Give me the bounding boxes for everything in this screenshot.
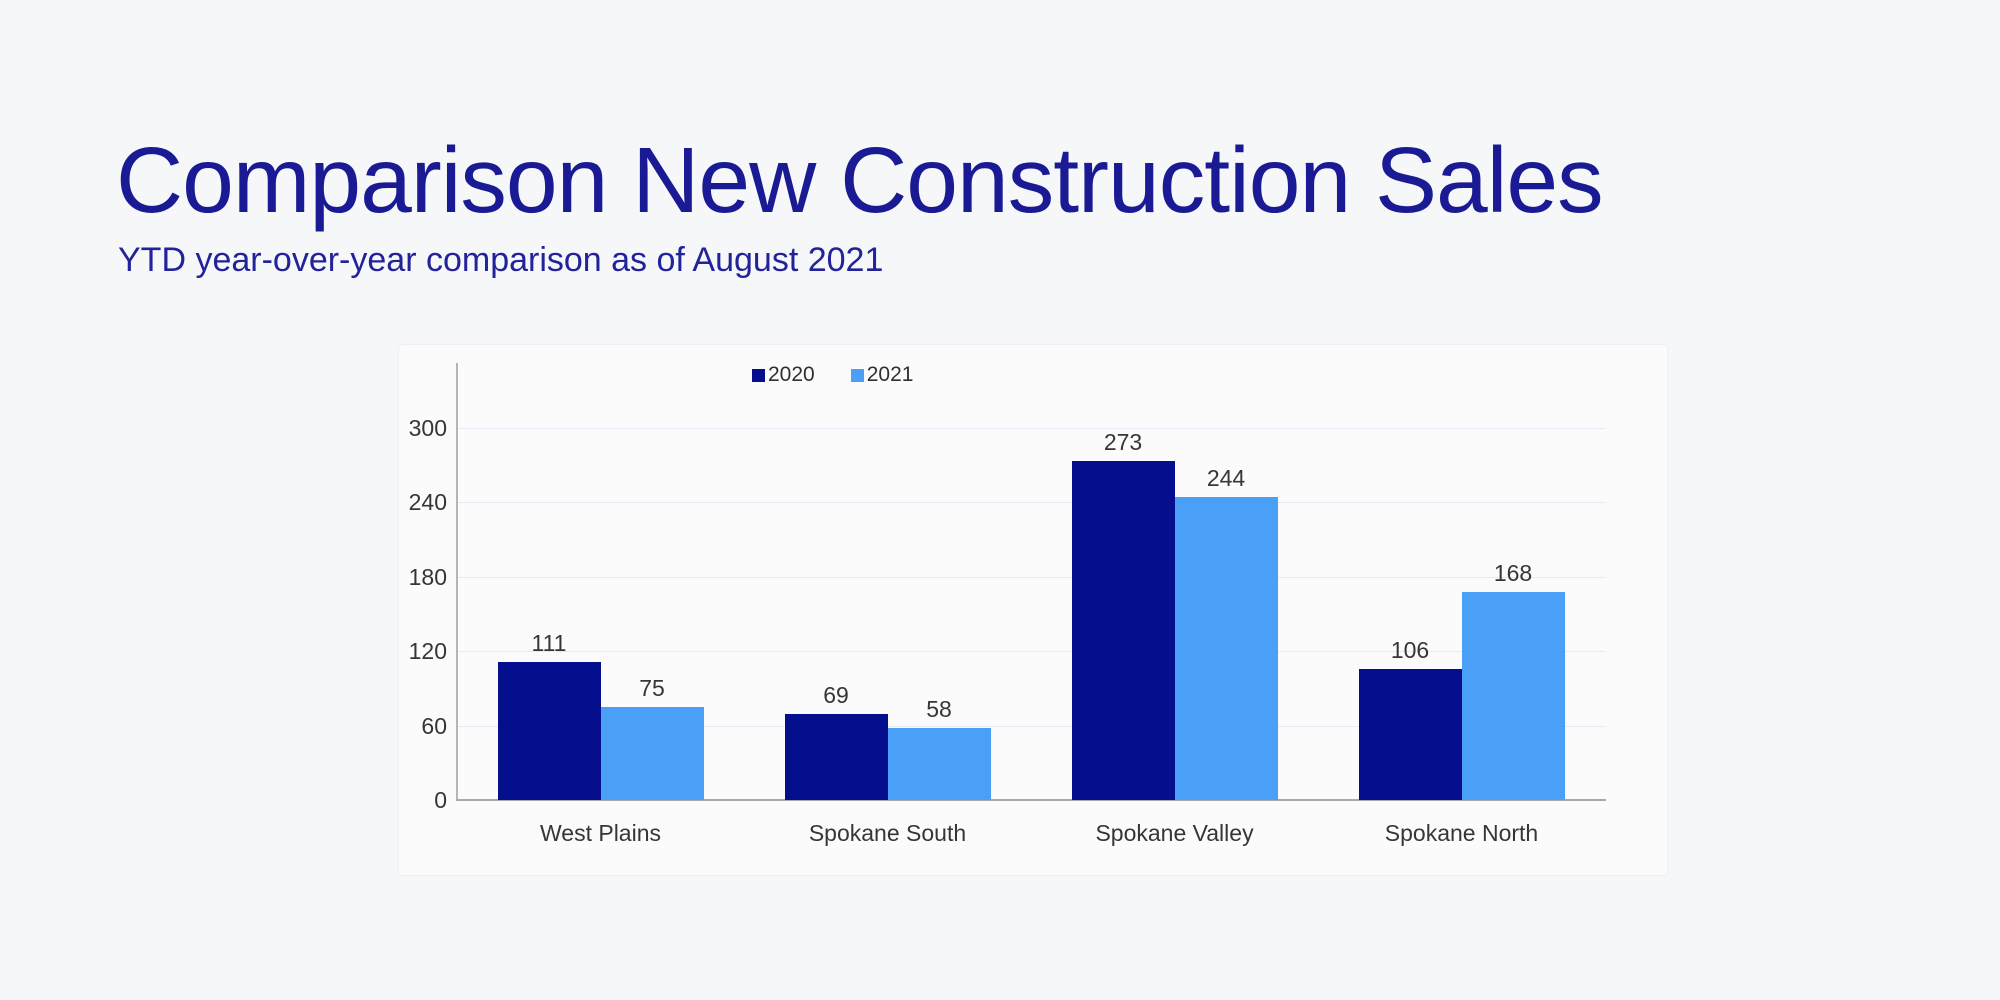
value-label-2020-spokane-south: 69 [823, 682, 849, 708]
bar-2020-west-plains [497, 662, 601, 800]
legend-label-2021: 2021 [866, 363, 914, 386]
value-label-2020-spokane-north: 106 [1390, 637, 1430, 663]
legend-entry-2020: 2020 [752, 363, 815, 386]
page-subtitle: YTD year-over-year comparison as of Augu… [118, 241, 884, 279]
gridline-180 [457, 576, 1605, 578]
bar-2020-spokane-south [784, 714, 888, 800]
bar-2021-spokane-north [1461, 592, 1565, 800]
legend-swatch-2021 [850, 368, 864, 382]
bar-2021-spokane-south [887, 728, 991, 800]
legend-label-2020: 2020 [768, 363, 815, 386]
x-axis-category-label-west-plains: West Plains [539, 820, 661, 846]
bar-2020-spokane-valley [1071, 461, 1175, 800]
gridline-300 [457, 428, 1605, 429]
x-axis-category-label-spokane-valley: Spokane Valley [1095, 820, 1254, 846]
x-axis-category-label-spokane-north: Spokane North [1384, 820, 1539, 846]
y-axis-tick-label-180: 180 [408, 563, 447, 590]
x-axis-line [456, 799, 1606, 801]
y-axis-tick-label-0: 0 [434, 787, 447, 813]
y-axis-tick-label-300: 300 [408, 415, 447, 441]
page-title: Comparison New Construction Sales [116, 128, 1604, 232]
value-label-2020-west-plains: 111 [531, 630, 567, 656]
y-axis-tick-label-120: 120 [408, 638, 447, 665]
value-label-2021-spokane-valley: 244 [1206, 465, 1246, 491]
value-label-2021-spokane-south: 58 [926, 696, 952, 722]
value-label-2020-spokane-valley: 273 [1103, 429, 1143, 455]
gridline-240 [457, 502, 1605, 504]
y-axis-line [456, 363, 458, 800]
legend-entry-2021: 2021 [850, 363, 914, 386]
legend-swatch-2020 [752, 368, 765, 382]
x-axis-category-label-spokane-south: Spokane South [808, 820, 967, 846]
gridline-60 [457, 725, 1605, 727]
value-label-2021-spokane-north: 168 [1493, 560, 1533, 586]
y-axis-tick-label-240: 240 [408, 489, 447, 516]
chart-legend: 2020 2021 [752, 363, 914, 386]
bar-2020-spokane-north [1358, 669, 1462, 800]
gridline-120 [457, 651, 1605, 653]
value-label-2021-west-plains: 75 [639, 675, 665, 701]
bar-2021-spokane-valley [1174, 497, 1278, 800]
bar-2021-west-plains [600, 707, 704, 800]
y-axis-tick-label-60: 60 [421, 712, 447, 739]
